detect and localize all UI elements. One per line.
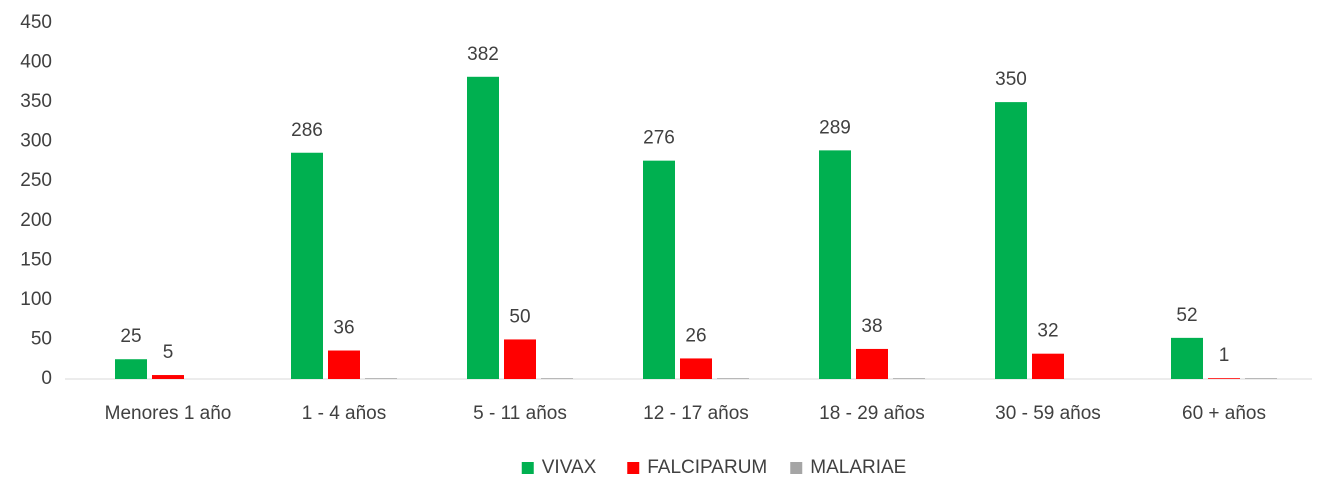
bar xyxy=(1208,378,1240,379)
bar xyxy=(856,348,888,379)
bar xyxy=(328,350,360,379)
data-label: 26 xyxy=(685,325,706,346)
bar xyxy=(365,378,397,379)
x-tick-label: 30 - 59 años xyxy=(995,403,1101,424)
x-tick-label: 12 - 17 años xyxy=(643,403,749,424)
data-label: 5 xyxy=(163,342,174,363)
y-tick-label: 100 xyxy=(20,289,52,310)
bar xyxy=(467,76,499,379)
bar xyxy=(541,378,573,379)
legend-swatch xyxy=(521,462,534,474)
data-label: 36 xyxy=(333,318,354,339)
data-label: 1 xyxy=(1219,345,1230,366)
data-label: 38 xyxy=(861,316,882,337)
x-tick-label: 60 + años xyxy=(1182,403,1266,424)
y-tick-label: 400 xyxy=(20,52,52,73)
legend-label: VIVAX xyxy=(542,457,597,478)
y-tick-label: 250 xyxy=(20,170,52,191)
data-label: 289 xyxy=(819,117,851,138)
bar xyxy=(995,102,1027,379)
data-label: 52 xyxy=(1176,305,1197,326)
data-label: 276 xyxy=(643,128,675,149)
x-tick-label: 5 - 11 años xyxy=(473,403,567,424)
data-label: 382 xyxy=(467,44,499,65)
data-label: 350 xyxy=(995,69,1027,90)
y-tick-label: 50 xyxy=(31,328,52,349)
bar xyxy=(1171,337,1203,379)
x-tick-label: Menores 1 año xyxy=(105,403,232,424)
legend-swatch xyxy=(790,462,803,474)
data-label: 25 xyxy=(120,326,141,347)
y-tick-label: 450 xyxy=(20,12,52,33)
bar xyxy=(1032,353,1064,379)
data-label: 32 xyxy=(1037,321,1058,342)
bar xyxy=(680,358,712,379)
bar xyxy=(893,378,925,379)
data-label: 50 xyxy=(509,306,530,327)
bar xyxy=(1245,378,1277,379)
bar xyxy=(717,378,749,379)
y-tick-label: 0 xyxy=(41,368,52,389)
bar xyxy=(115,359,147,379)
y-tick-label: 200 xyxy=(20,210,52,231)
bar xyxy=(291,152,323,379)
legend-label: FALCIPARUM xyxy=(647,457,767,478)
legend-swatch xyxy=(627,462,640,474)
bar xyxy=(819,150,851,379)
y-tick-label: 150 xyxy=(20,249,52,270)
bar xyxy=(643,160,675,379)
bar xyxy=(152,375,184,379)
x-tick-label: 1 - 4 años xyxy=(302,403,387,424)
y-tick-label: 350 xyxy=(20,91,52,112)
x-tick-label: 18 - 29 años xyxy=(819,403,925,424)
data-label: 286 xyxy=(291,120,323,141)
bar xyxy=(504,339,536,379)
legend-label: MALARIAE xyxy=(810,457,906,478)
y-tick-label: 300 xyxy=(20,131,52,152)
